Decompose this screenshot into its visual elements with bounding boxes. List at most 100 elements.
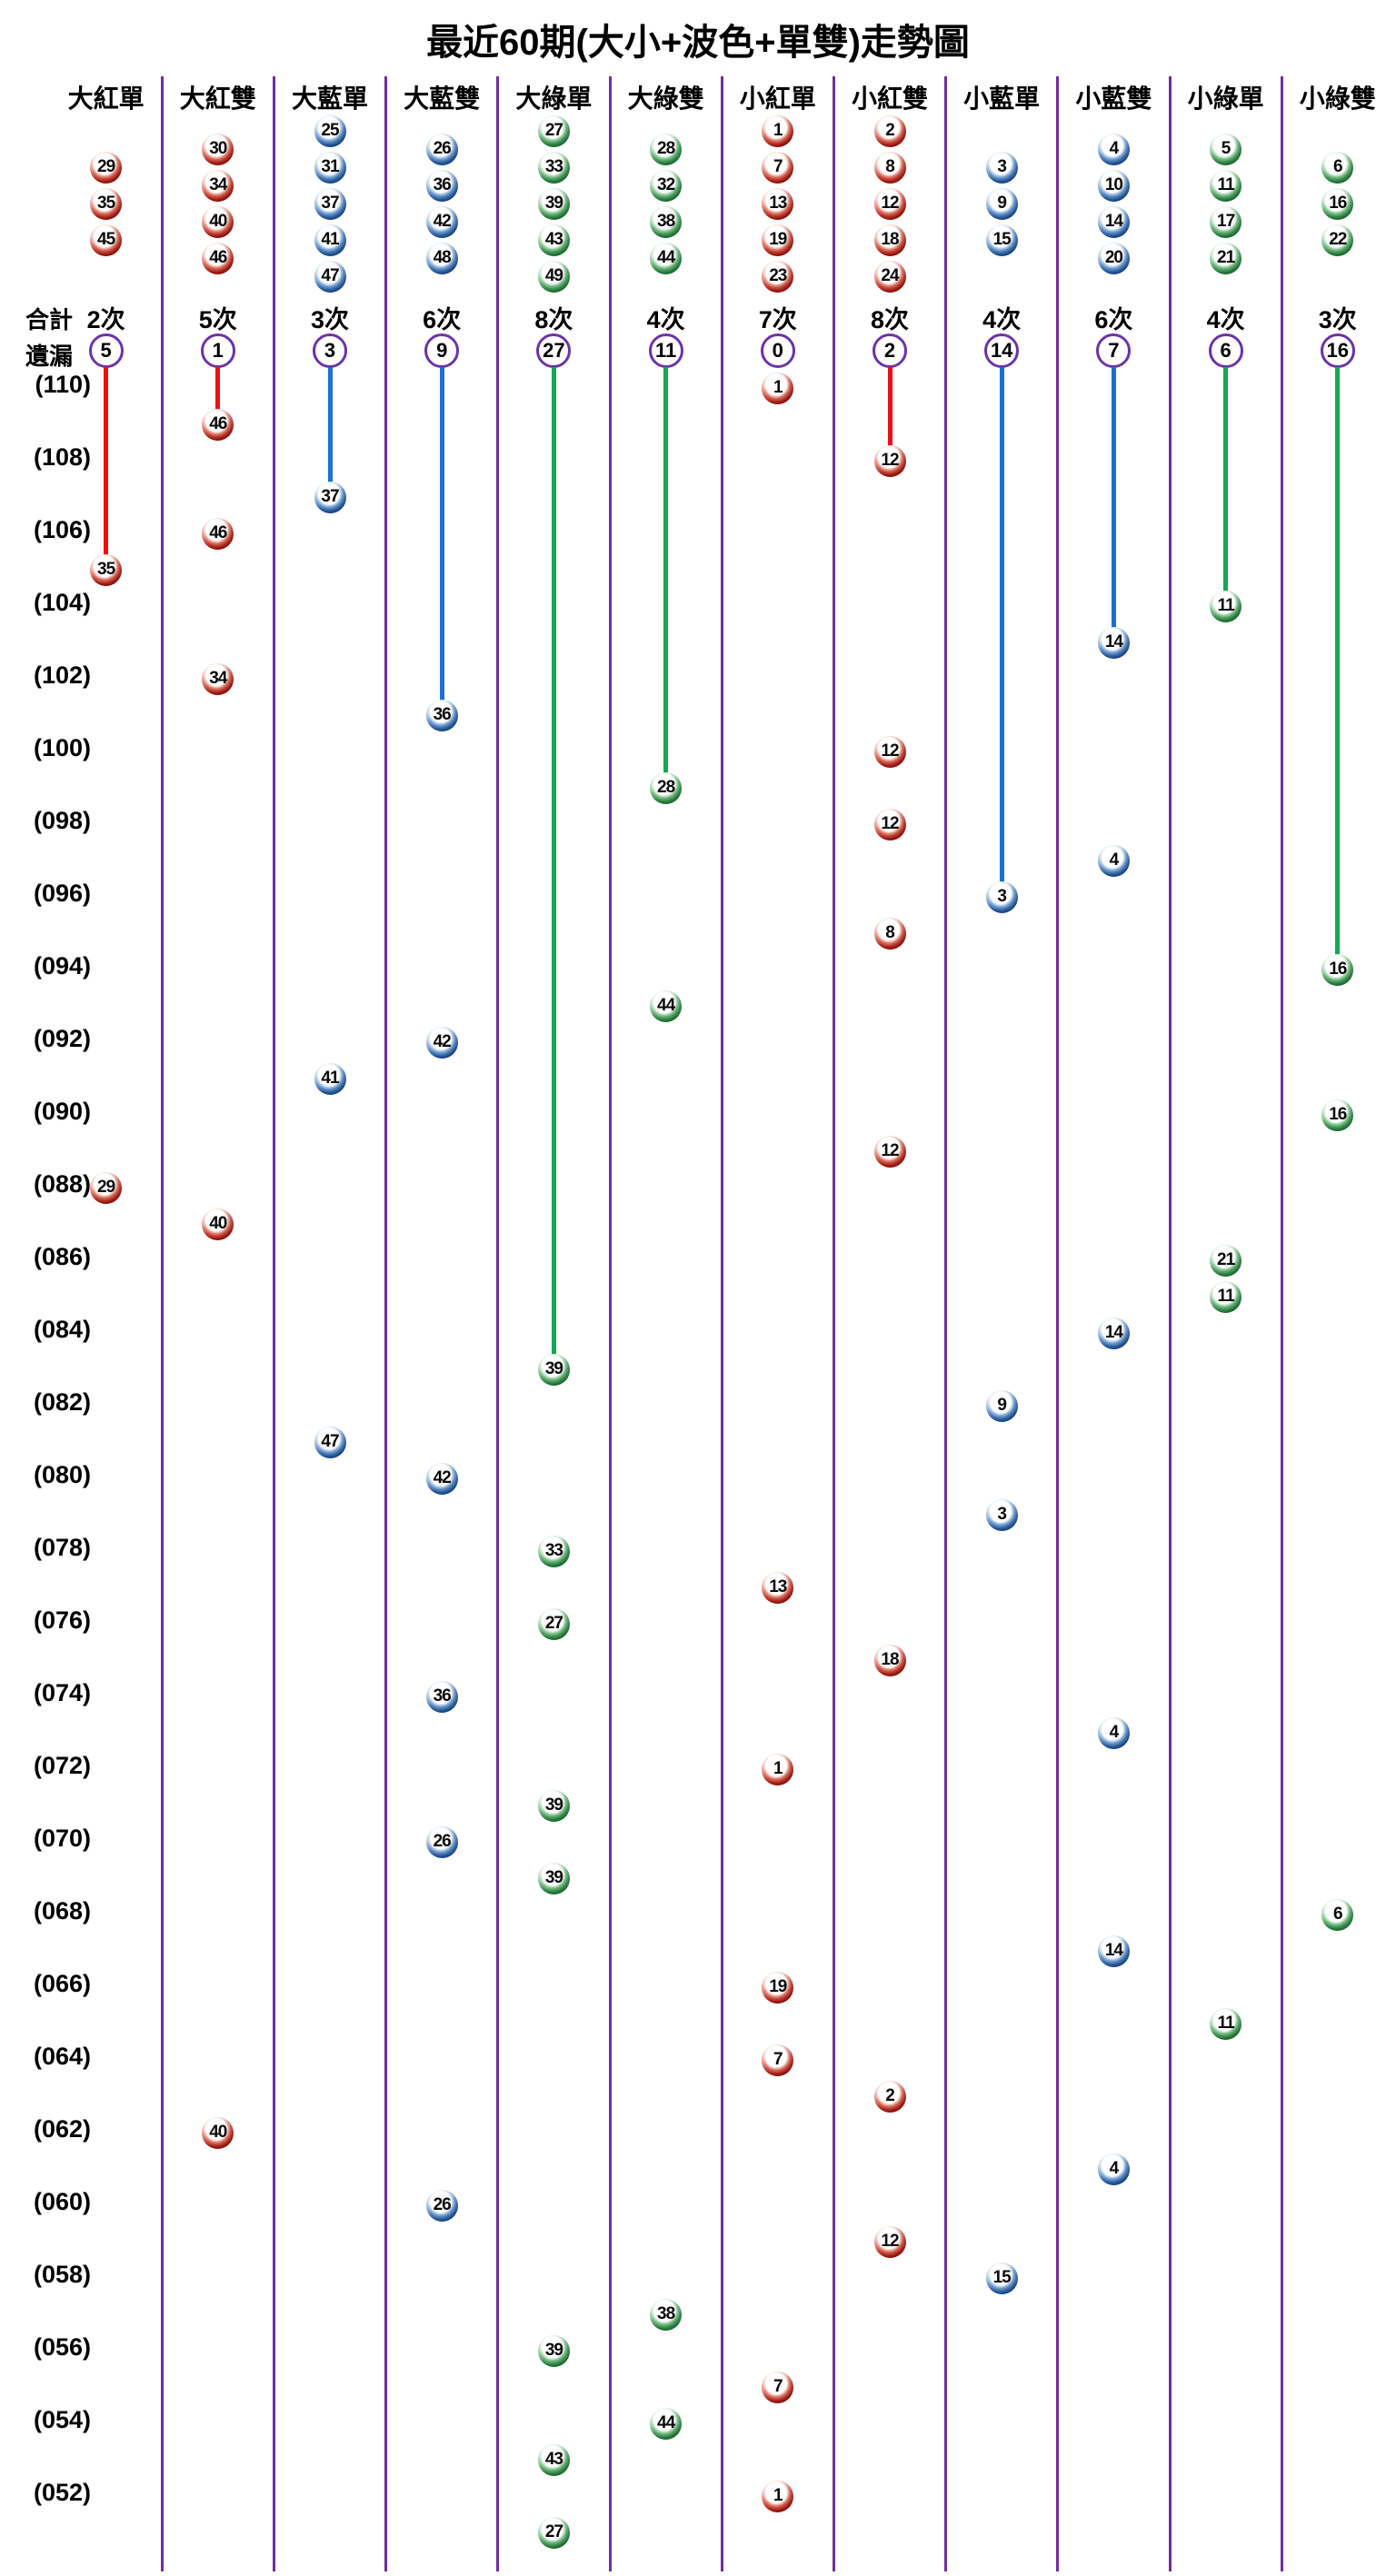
period-label: (100) (33, 734, 91, 761)
member-ball: 11 (1210, 169, 1242, 202)
column-header-小綠單: 小綠單 (1187, 85, 1264, 113)
column-separator (1056, 76, 1060, 2571)
period-label: (072) (33, 1752, 91, 1779)
member-ball: 5 (1210, 133, 1242, 165)
member-ball: 27 (537, 114, 570, 147)
miss-count-circle: 0 (760, 333, 795, 368)
column-separator (944, 76, 948, 2571)
drawn-ball: 16 (1321, 1099, 1354, 1131)
drawn-ball: 3 (985, 880, 1018, 913)
member-ball: 43 (537, 224, 570, 256)
drawn-ball: 11 (1210, 1280, 1242, 1313)
column-header-大藍單: 大藍單 (291, 85, 368, 113)
drawn-ball: 8 (873, 917, 906, 950)
member-ball: 26 (425, 133, 458, 165)
miss-count-circle: 1 (200, 333, 235, 368)
drawn-ball: 26 (425, 2189, 458, 2222)
period-label: (084) (33, 1316, 91, 1343)
drawn-ball: 37 (314, 481, 346, 513)
member-ball: 28 (650, 133, 683, 165)
total-count: 8次 (534, 306, 573, 333)
member-ball: 19 (762, 224, 794, 256)
period-label: (092) (33, 1025, 91, 1052)
drawn-ball: 11 (1210, 590, 1242, 622)
member-ball: 15 (985, 224, 1018, 256)
period-label: (108) (33, 443, 91, 471)
column-header-小綠雙: 小綠雙 (1299, 85, 1376, 113)
trend-line (999, 367, 1004, 884)
trend-line (1111, 367, 1116, 630)
member-ball: 14 (1097, 205, 1130, 238)
column-header-小藍單: 小藍單 (963, 85, 1041, 113)
miss-count-circle: 6 (1208, 333, 1243, 368)
member-ball: 7 (762, 151, 794, 184)
member-ball: 18 (873, 224, 906, 256)
trend-line (104, 367, 109, 557)
drawn-ball: 39 (537, 1789, 570, 1822)
member-ball: 33 (537, 151, 570, 184)
column-separator (1168, 76, 1172, 2571)
trend-line (439, 367, 444, 702)
member-ball: 30 (202, 133, 234, 165)
member-ball: 48 (425, 242, 458, 274)
drawn-ball: 3 (985, 1498, 1018, 1531)
total-count: 8次 (870, 306, 909, 333)
drawn-ball: 9 (985, 1389, 1018, 1422)
member-ball: 36 (425, 169, 458, 202)
member-ball: 37 (314, 187, 346, 220)
period-label: (096) (33, 880, 91, 907)
period-label: (074) (33, 1679, 91, 1706)
drawn-ball: 27 (537, 2516, 570, 2549)
trend-line (551, 367, 556, 1357)
drawn-ball: 4 (1097, 844, 1130, 877)
column-header-小紅雙: 小紅雙 (851, 85, 928, 113)
drawn-ball: 47 (314, 1426, 346, 1458)
drawn-ball: 39 (537, 2334, 570, 2367)
period-label: (086) (33, 1243, 91, 1270)
member-ball: 49 (537, 260, 570, 293)
drawn-ball: 21 (1210, 1244, 1242, 1277)
member-ball: 3 (985, 151, 1018, 184)
column-separator (832, 76, 835, 2571)
drawn-ball: 44 (650, 2407, 683, 2440)
trend-line (215, 367, 221, 412)
member-ball: 34 (202, 169, 234, 202)
member-ball: 47 (314, 260, 346, 293)
drawn-ball: 28 (650, 771, 683, 804)
column-separator (160, 76, 164, 2571)
member-ball: 1 (762, 114, 794, 147)
period-label: (056) (33, 2333, 91, 2361)
member-ball: 2 (873, 114, 906, 147)
member-ball: 40 (202, 205, 234, 238)
drawn-ball: 41 (314, 1062, 346, 1095)
column-separator (720, 76, 723, 2571)
column-separator (608, 76, 612, 2571)
drawn-ball: 7 (762, 2044, 794, 2076)
period-label: (064) (33, 2043, 91, 2070)
trend-line (1223, 367, 1229, 593)
period-label: (104) (33, 589, 91, 616)
period-label: (066) (33, 1970, 91, 1997)
period-label: (090) (33, 1098, 91, 1125)
period-label: (080) (33, 1461, 91, 1488)
member-ball: 39 (537, 187, 570, 220)
drawn-ball: 42 (425, 1026, 458, 1059)
drawn-ball: 27 (537, 1607, 570, 1640)
drawn-ball: 42 (425, 1462, 458, 1495)
period-label: (058) (33, 2261, 91, 2288)
drawn-ball: 39 (537, 1862, 570, 1895)
drawn-ball: 12 (873, 2225, 906, 2258)
column-separator (1280, 76, 1283, 2571)
drawn-ball: 12 (873, 735, 906, 768)
trend-line (327, 367, 333, 484)
total-count: 4次 (646, 306, 685, 333)
total-count: 7次 (758, 306, 797, 333)
drawn-ball: 44 (650, 990, 683, 1022)
member-ball: 41 (314, 224, 346, 256)
member-ball: 12 (873, 187, 906, 220)
period-label: (062) (33, 2115, 91, 2143)
drawn-ball: 40 (202, 1208, 234, 1240)
drawn-ball: 36 (425, 699, 458, 731)
drawn-ball: 4 (1097, 2153, 1130, 2185)
period-label: (102) (33, 661, 91, 689)
